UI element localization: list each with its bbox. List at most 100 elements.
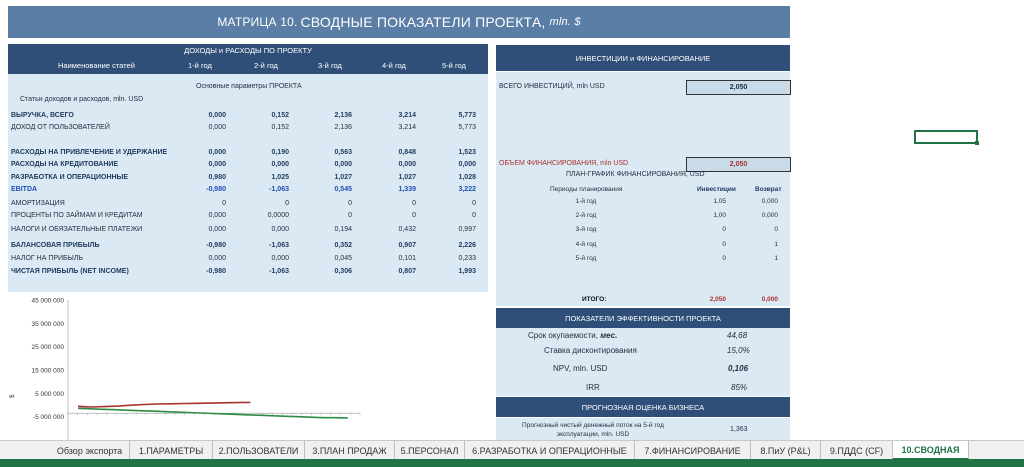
income-cell-year-5: 0,997 bbox=[458, 226, 476, 233]
y-tick-label: 35 000 000 bbox=[31, 321, 64, 328]
schedule-return: 1 bbox=[774, 240, 778, 248]
income-cell-year-4: 3,214 bbox=[398, 124, 416, 131]
income-cell-year-2: -1,063 bbox=[269, 242, 289, 249]
schedule-period: 4-й год bbox=[575, 240, 597, 248]
npv-label: NPV, mln. USD bbox=[553, 364, 608, 373]
units-label: Статьи доходов и расходов, mln. USD bbox=[20, 96, 144, 103]
schedule-total-return: 0,000 bbox=[761, 296, 778, 303]
schedule-invest: 0 bbox=[722, 226, 726, 234]
income-header: ДОХОДЫ и РАСХОДЫ ПО ПРОЕКТУ Наименование… bbox=[8, 44, 488, 74]
income-cell-year-2: 0,000 bbox=[271, 226, 289, 233]
income-cell-year-2: 0,152 bbox=[271, 124, 289, 131]
income-row: РАСХОДЫ НА КРЕДИТОВАНИЕ 0,000 0,000 0,000 0,… bbox=[8, 159, 488, 172]
y-axis-label: $ bbox=[9, 394, 16, 398]
y-tick-label: 25 000 000 bbox=[31, 344, 64, 351]
income-cell-year-3: 0 bbox=[348, 212, 352, 219]
income-row-label: ПРОЦЕНТЫ ПО ЗАЙМАМ И КРЕДИТАМ bbox=[11, 212, 143, 219]
efficiency-header: ПОКАЗАТЕЛИ ЭФФЕКТИВНОСТИ ПРОЕКТА bbox=[496, 308, 790, 328]
income-cell-year-5: 5,773 bbox=[458, 112, 476, 119]
income-row-label: НАЛОГ НА ПРИБЫЛЬ bbox=[11, 255, 84, 262]
income-row: НАЛОГИ И ОБЯЗАТЕЛЬНЫЕ ПЛАТЕЖИ 0,000 0,000 0… bbox=[8, 224, 488, 237]
forecast-label-line1: Прогнозный чистый денежный поток на 5-й … bbox=[522, 422, 664, 429]
income-row: ЧИСТАЯ ПРИБЫЛЬ (NET INCOME) -0,980 -1,063 0… bbox=[8, 266, 488, 279]
income-cell-year-1: -0,980 bbox=[206, 242, 226, 249]
income-row: РАЗРАБОТКА И ОПЕРАЦИОННЫЕ 0,980 1,025 1,027… bbox=[8, 172, 488, 185]
sheet-tab[interactable]: 1.ПАРАМЕТРЫ bbox=[130, 441, 213, 460]
income-cell-year-4: 0 bbox=[412, 200, 416, 207]
col-invest: Инвестиции bbox=[697, 186, 736, 193]
income-cell-year-4: 0,907 bbox=[398, 242, 416, 249]
sheet-tab[interactable]: 8.ПиУ (P&L) bbox=[751, 441, 821, 460]
income-cell-year-1: 0,000 bbox=[208, 226, 226, 233]
financing-value: 2,050 bbox=[686, 157, 791, 172]
sheet-tab[interactable]: 7.ФИНАНСИРОВАНИЕ bbox=[635, 441, 751, 460]
sheet-tab[interactable]: 3.ПЛАН ПРОДАЖ bbox=[305, 441, 395, 460]
income-cell-year-3: 2,136 bbox=[334, 112, 352, 119]
income-cell-year-3: 2,136 bbox=[334, 124, 352, 131]
col-periods: Периоды планирования bbox=[550, 186, 623, 193]
irr-value: 85% bbox=[731, 383, 748, 392]
income-cell-year-2: 0,190 bbox=[271, 149, 289, 156]
year-3-header: 3-й год bbox=[318, 61, 342, 70]
sheet-tab[interactable]: 5.ПЕРСОНАЛ bbox=[395, 441, 465, 460]
schedule-total-label: ИТОГО: bbox=[582, 296, 607, 303]
sheet-tab[interactable]: Обзор экспорта bbox=[50, 441, 130, 460]
income-cell-year-2: -1,063 bbox=[269, 186, 289, 193]
forecast-label: Прогнозный чистый денежный поток на 5-й … bbox=[508, 421, 678, 439]
income-header-title: ДОХОДЫ и РАСХОДЫ ПО ПРОЕКТУ bbox=[184, 46, 312, 55]
income-cell-year-1: 0,000 bbox=[208, 124, 226, 131]
series-line-1 bbox=[77, 401, 251, 408]
income-cell-year-1: -0,980 bbox=[206, 186, 226, 193]
income-cell-year-5: 0,000 bbox=[458, 161, 476, 168]
sheet-tab[interactable]: 6.РАЗРАБОТКА И ОПЕРАЦИОННЫЕ bbox=[465, 441, 635, 460]
income-cell-year-2: 0 bbox=[285, 200, 289, 207]
income-row-label: РАСХОДЫ НА ПРИВЛЕЧЕНИЕ И УДЕРЖАНИЕ bbox=[11, 149, 168, 156]
financing-label: ОБЪЕМ ФИНАНСИРОВАНИЯ, mln USD bbox=[499, 160, 629, 167]
year-1-header: 1-й год bbox=[188, 61, 212, 70]
income-cell-year-4: 0,000 bbox=[398, 161, 416, 168]
income-cell-year-3: 0,194 bbox=[334, 226, 352, 233]
invest-header: ИНВЕСТИЦИИ и ФИНАНСИРОВАНИЕ bbox=[496, 45, 790, 71]
schedule-invest: 1,05 bbox=[713, 198, 726, 205]
npv-value: 0,106 bbox=[728, 364, 749, 373]
sheet-tab[interactable]: 9.ПДДС (CF) bbox=[821, 441, 893, 460]
income-cell-year-1: 0 bbox=[222, 200, 226, 207]
income-cell-year-3: 0,045 bbox=[334, 255, 352, 262]
sheet-tab[interactable]: 2.ПОЛЬЗОВАТЕЛИ bbox=[213, 441, 305, 460]
income-row-label: ДОХОД ОТ ПОЛЬЗОВАТЕЛЕЙ bbox=[11, 124, 110, 131]
income-cell-year-4: 0,848 bbox=[398, 149, 416, 156]
income-row-label: ВЫРУЧКА, ВСЕГО bbox=[11, 112, 74, 119]
income-row: БАЛАНСОВАЯ ПРИБЫЛЬ -0,980 -1,063 0,352 0,907… bbox=[8, 240, 488, 253]
payback-unit: мес. bbox=[600, 331, 618, 340]
selected-cell[interactable] bbox=[914, 130, 979, 145]
sheet-tab[interactable]: 10.СВОДНАЯ bbox=[893, 441, 969, 460]
income-row-label: РАСХОДЫ НА КРЕДИТОВАНИЕ bbox=[11, 161, 119, 168]
schedule-period: 5-й год bbox=[575, 254, 597, 262]
income-panel bbox=[8, 44, 488, 292]
schedule-return: 0 bbox=[774, 226, 778, 234]
income-cell-year-3: 0,306 bbox=[334, 268, 352, 275]
discount-label: Ставка дисконтирования bbox=[544, 346, 637, 355]
col-name-header: Наименование статей bbox=[58, 61, 135, 70]
income-cell-year-5: 0,233 bbox=[458, 255, 476, 262]
income-row-label: БАЛАНСОВАЯ ПРИБЫЛЬ bbox=[11, 242, 100, 249]
total-invest-value: 2,050 bbox=[686, 80, 791, 95]
year-5-header: 5-й год bbox=[442, 61, 466, 70]
y-tick-label: 5 000 000 bbox=[35, 391, 64, 398]
income-cell-year-3: 0,000 bbox=[334, 161, 352, 168]
income-cell-year-4: 0,101 bbox=[398, 255, 416, 262]
income-cell-year-1: 0,000 bbox=[208, 255, 226, 262]
income-cell-year-5: 1,523 bbox=[458, 149, 476, 156]
income-row-label: EBITDA bbox=[11, 186, 38, 193]
income-cell-year-1: -0,980 bbox=[206, 268, 226, 275]
income-cell-year-4: 0,807 bbox=[398, 268, 416, 275]
income-cell-year-4: 1,339 bbox=[398, 186, 416, 193]
y-tick-label: -5 000 000 bbox=[33, 414, 64, 421]
income-cell-year-5: 1,028 bbox=[458, 174, 476, 181]
schedule-invest: 0 bbox=[722, 254, 726, 262]
year-4-header: 4-й год bbox=[382, 61, 406, 70]
forecast-value: 1,363 bbox=[730, 426, 748, 433]
invest-panel bbox=[496, 72, 790, 306]
income-cell-year-2: 0,000 bbox=[271, 255, 289, 262]
schedule-period: 2-й год bbox=[575, 212, 597, 220]
